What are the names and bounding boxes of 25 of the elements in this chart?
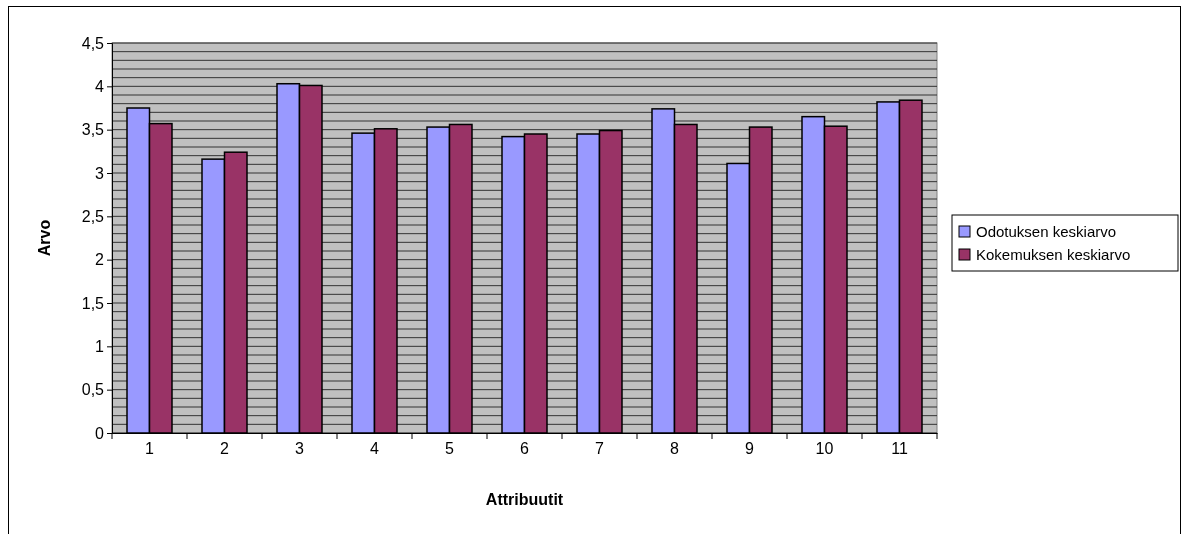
x-tick-label: 2 [220,439,230,457]
x-tick-label: 3 [295,439,305,457]
x-tick-label: 7 [595,439,605,457]
y-tick-label: 4,5 [81,34,105,52]
y-tick-label: 0,5 [81,381,105,399]
y-tick-label: 4 [95,77,105,95]
x-tick-label: 4 [370,439,380,457]
y-tick-label: 1,5 [81,294,105,312]
x-tick-label: 5 [445,439,455,457]
y-axis-title: Arvo [36,219,53,257]
y-tick-label: 0 [95,424,105,442]
x-tick-label: 6 [520,439,530,457]
y-tick-label: 2 [95,251,105,269]
x-axis-title: Attribuutit [485,491,564,508]
y-tick-label: 3,5 [81,121,105,139]
x-tick-label: 8 [670,439,680,457]
y-tick-label: 1 [95,337,105,355]
legend-label: Odotuksen keskiarvo [976,223,1117,240]
x-tick-label: 1 [145,439,155,457]
x-tick-label: 10 [815,439,834,457]
x-tick-label: 11 [891,439,908,457]
y-tick-label: 2,5 [81,207,105,225]
legend-label: Kokemuksen keskiarvo [976,246,1131,263]
x-tick-label: 9 [745,439,755,457]
y-tick-label: 3 [95,164,105,182]
